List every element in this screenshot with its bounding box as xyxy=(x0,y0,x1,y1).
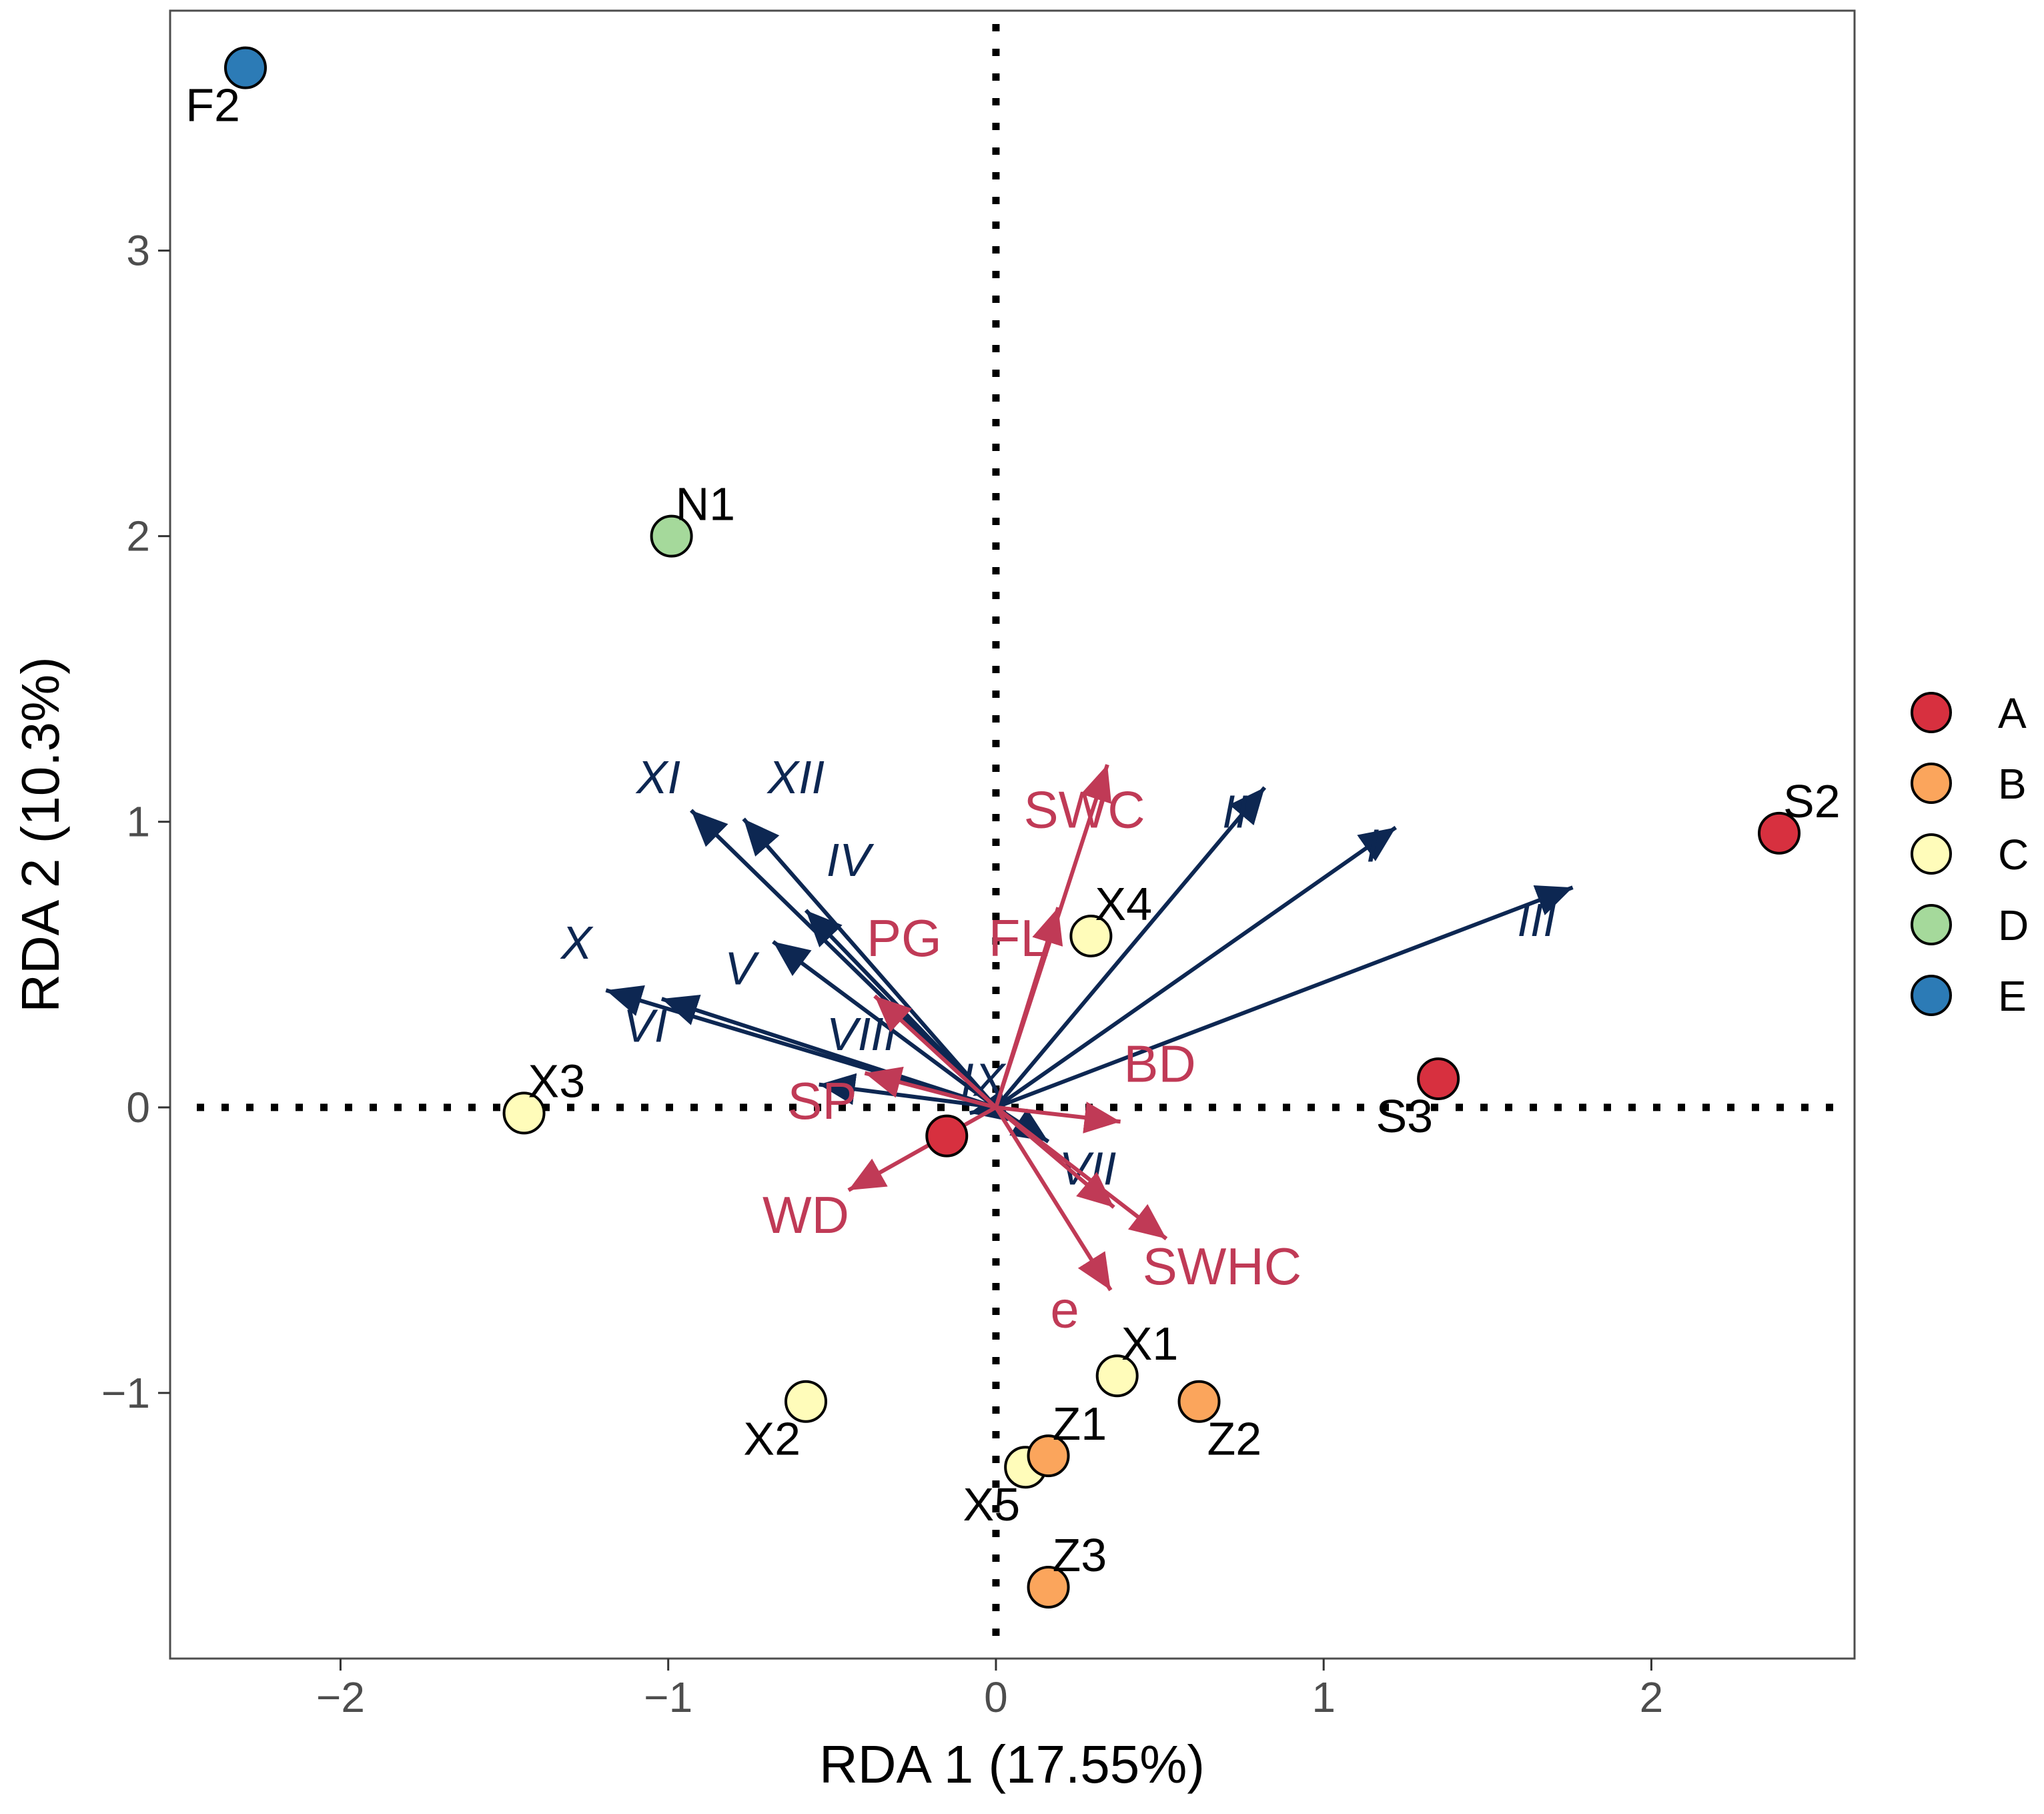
y-tick-label: −1 xyxy=(101,1369,150,1417)
x-tick-label: −2 xyxy=(316,1673,365,1721)
site-label: Z3 xyxy=(1053,1529,1107,1581)
env-vector-label: SP xyxy=(788,1071,857,1130)
env-vector-label: FL xyxy=(989,909,1049,967)
y-tick-label: 0 xyxy=(126,1083,150,1131)
legend-label: A xyxy=(1998,689,2027,737)
env-vector-arrow xyxy=(994,1106,1113,1292)
species-vector-label: I xyxy=(1366,820,1379,872)
species-vector-arrow xyxy=(819,1073,997,1109)
legend-key-e xyxy=(1911,975,1952,1016)
site-label: X1 xyxy=(1121,1318,1179,1370)
legend-key-d xyxy=(1911,904,1952,945)
site-label: X3 xyxy=(528,1055,586,1107)
species-vector-label: II xyxy=(1222,785,1248,837)
y-tick-label: 3 xyxy=(126,227,150,275)
site-point xyxy=(925,1114,969,1158)
env-vector-label: SWC xyxy=(1024,780,1145,839)
species-vector-label: X xyxy=(560,917,594,969)
site-point xyxy=(1417,1057,1460,1101)
species-vector-arrow xyxy=(689,809,998,1109)
species-vector-label: XI xyxy=(635,751,680,803)
site-label: X2 xyxy=(743,1413,801,1465)
species-vector-arrow xyxy=(742,817,998,1109)
site-label: F2 xyxy=(185,79,240,131)
legend-label: D xyxy=(1998,901,2029,949)
y-axis-title: RDA 2 (10.3%) xyxy=(11,656,70,1013)
environment-vectors: SWC FL PG SP BD WD SWHC e xyxy=(762,764,1302,1338)
site-label: S2 xyxy=(1783,775,1841,827)
env-vector-label: SWHC xyxy=(1143,1237,1302,1296)
plot-panel xyxy=(169,9,1856,1660)
site-label: Z1 xyxy=(1053,1398,1107,1450)
site-point xyxy=(502,1091,546,1135)
env-vector-arrow xyxy=(864,1066,997,1109)
species-vector-label: VIII xyxy=(827,1008,897,1060)
env-vector-arrow xyxy=(847,1105,997,1192)
site-point xyxy=(1095,1354,1139,1398)
env-vector-label: WD xyxy=(762,1186,849,1244)
reference-lines xyxy=(197,24,1841,1649)
species-vector-label: IV xyxy=(827,834,875,886)
site-point xyxy=(785,1380,828,1423)
x-tick-label: 0 xyxy=(984,1673,1008,1721)
site-label: S3 xyxy=(1376,1090,1433,1142)
site-point xyxy=(1177,1380,1221,1423)
legend-label: C xyxy=(1998,831,2029,879)
y-tick-label: 2 xyxy=(126,512,150,560)
site-point xyxy=(1069,914,1113,957)
site-point xyxy=(1027,1434,1070,1478)
x-tick-label: −1 xyxy=(644,1673,692,1721)
site-label: Z2 xyxy=(1207,1413,1262,1465)
env-vector-arrow xyxy=(994,907,1063,1108)
species-vector-arrow xyxy=(605,985,997,1109)
legend-key-b xyxy=(1911,763,1952,804)
legend-label: E xyxy=(1998,972,2027,1020)
species-vector-arrow xyxy=(995,885,1574,1109)
site-point xyxy=(650,514,693,558)
env-vector-arrow xyxy=(873,994,997,1109)
axes: −2 −1 0 1 2 −1 0 1 2 3 xyxy=(101,227,1663,1721)
site-point xyxy=(1758,811,1801,855)
site-point xyxy=(223,46,267,89)
species-vector-label: III xyxy=(1517,894,1556,946)
site-points: F2 N1 S2 S3 X4 X3 X1 X2 X5 Z1 Z2 Z3 xyxy=(185,46,1841,1609)
legend-label: B xyxy=(1998,760,2027,808)
species-vector-arrow xyxy=(994,786,1267,1109)
y-tick-label: 1 xyxy=(126,798,150,846)
x-tick-label: 2 xyxy=(1640,1673,1664,1721)
species-vector-label: XII xyxy=(766,751,825,803)
x-tick-label: 1 xyxy=(1312,1673,1336,1721)
env-vector-label: PG xyxy=(867,909,942,967)
env-vector-arrow xyxy=(995,1101,1121,1133)
species-vector-arrow xyxy=(995,825,1397,1109)
site-point xyxy=(1027,1565,1070,1609)
site-label: N1 xyxy=(676,478,735,530)
species-vector-label: V xyxy=(724,943,760,995)
legend-key-c xyxy=(1911,833,1952,875)
env-vector-arrow xyxy=(994,1105,1115,1209)
site-label: X5 xyxy=(963,1478,1021,1530)
x-axis-title: RDA 1 (17.55%) xyxy=(819,1735,1205,1794)
site-label: X4 xyxy=(1095,878,1152,930)
legend-key-a xyxy=(1911,692,1952,733)
env-vector-label: BD xyxy=(1123,1034,1195,1093)
env-vector-label: e xyxy=(1050,1280,1079,1338)
